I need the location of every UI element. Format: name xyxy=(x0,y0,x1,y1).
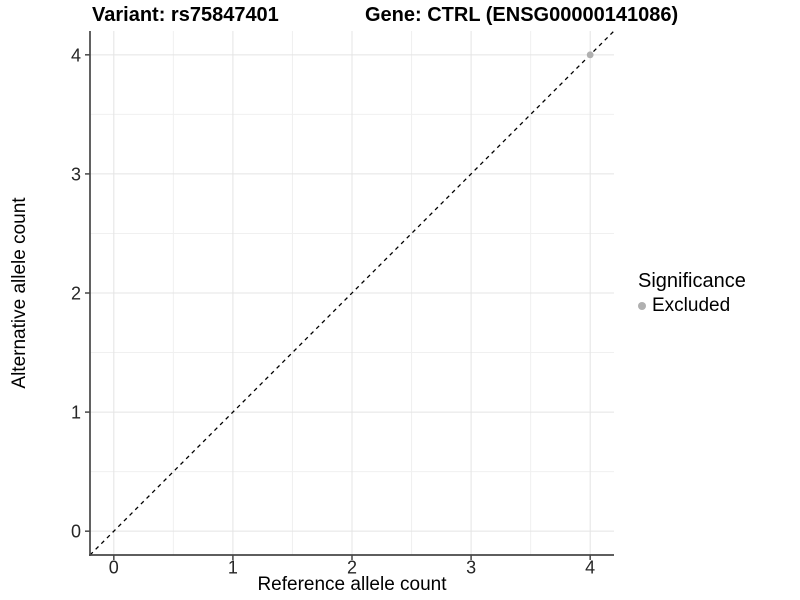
x-axis-label: Reference allele count xyxy=(257,574,447,595)
y-axis-label: Alternative allele count xyxy=(9,197,30,389)
y-tick-label: 4 xyxy=(71,45,81,65)
x-tick-label: 1 xyxy=(228,558,238,578)
data-point-excluded xyxy=(586,51,594,59)
legend-items: Excluded xyxy=(638,295,746,317)
y-tick-label: 1 xyxy=(71,403,81,423)
x-tick-label: 0 xyxy=(109,558,119,578)
plot-title-variant: Variant: rs75847401 xyxy=(92,4,279,26)
legend: Significance Excluded xyxy=(638,270,746,317)
legend-key-point-icon xyxy=(638,302,646,310)
legend-item-label: Excluded xyxy=(652,295,731,316)
x-tick-label: 2 xyxy=(347,558,357,578)
y-tick-label: 3 xyxy=(71,164,81,184)
legend-item: Excluded xyxy=(638,295,746,317)
x-tick-label: 4 xyxy=(585,558,595,578)
legend-title: Significance xyxy=(638,270,746,292)
x-tick-label: 3 xyxy=(466,558,476,578)
plot-title-gene: Gene: CTRL (ENSG00000141086) xyxy=(365,4,679,26)
identity-dashed-line xyxy=(89,30,615,556)
y-tick-label: 2 xyxy=(71,284,81,304)
y-tick-label: 0 xyxy=(71,522,81,542)
